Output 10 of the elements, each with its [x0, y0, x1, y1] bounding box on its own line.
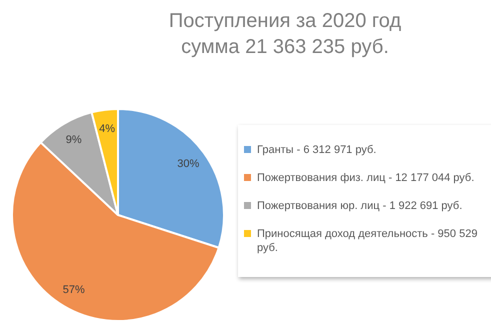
- chart-subtitle: сумма 21 363 235 руб.: [180, 35, 390, 60]
- data-label: 9%: [66, 134, 82, 146]
- legend-label: Приносящая доход деятельность - 950 529 руб.: [257, 227, 478, 255]
- legend-label: Пожертвования физ. лиц - 12 177 044 руб.: [257, 171, 474, 185]
- data-label: 4%: [99, 122, 116, 135]
- legend-label: Пожертвования юр. лиц - 1 922 691 руб.: [257, 199, 462, 213]
- legend-label: Гранты - 6 312 971 руб.: [257, 143, 376, 157]
- data-label: 57%: [62, 284, 85, 296]
- data-label: 30%: [177, 158, 200, 170]
- chart-title: Поступления за 2020 год: [168, 9, 402, 34]
